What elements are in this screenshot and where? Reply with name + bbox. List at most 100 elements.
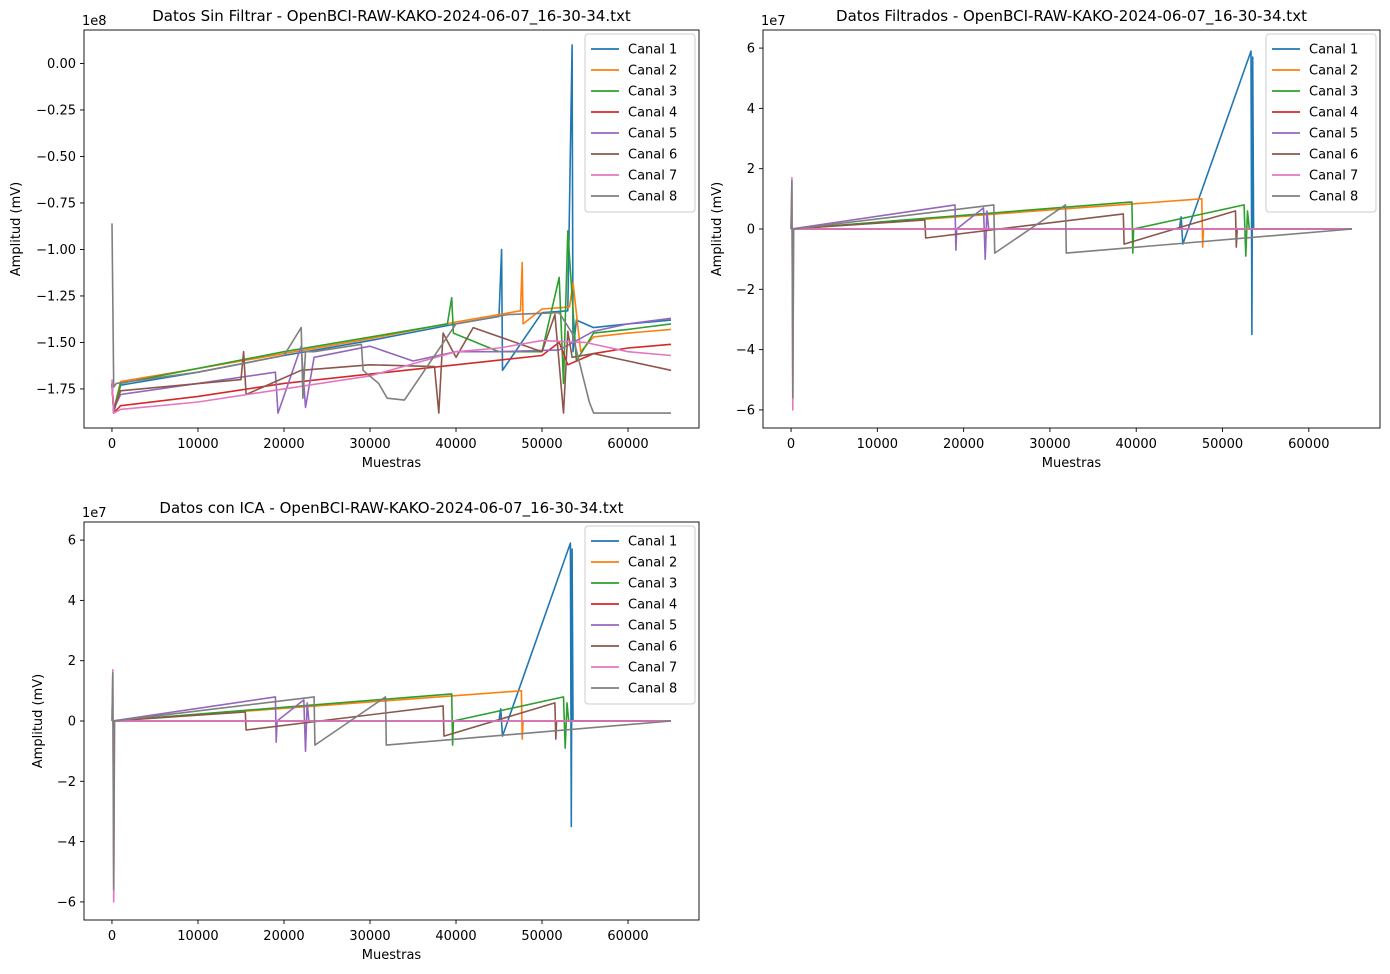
y-offset-label: 1e7 (82, 506, 107, 521)
y-axis-label: Amplitud (mV) (9, 182, 24, 276)
legend-entry-label: Canal 3 (628, 85, 677, 100)
legend-entry-label: Canal 4 (628, 106, 677, 121)
y-tick-label: 0.00 (47, 57, 76, 72)
series-line-canal-7 (790, 176, 1352, 411)
legend-entry-label: Canal 7 (628, 661, 677, 676)
x-tick-label: 50000 (1202, 437, 1243, 452)
series-line-canal-1 (112, 542, 671, 828)
x-tick-label: 0 (108, 929, 116, 944)
series-line-canal-8 (790, 180, 1353, 399)
legend-entry-label: Canal 2 (628, 64, 677, 79)
legend: Canal 1 Canal 2 Canal 3 Canal 4 Canal 5 Canal… (584, 525, 696, 705)
series-line-canal-7 (111, 339, 672, 414)
y-tick-label: −1.25 (36, 289, 76, 304)
series-line-canal-3 (111, 693, 671, 749)
legend: Canal 1 Canal 2 Canal 3 Canal 4 Canal 5 Canal… (584, 33, 696, 213)
legend-entry-label: Canal 3 (628, 577, 677, 592)
y-tick-label: 6 (747, 42, 755, 57)
x-tick-label: 10000 (177, 437, 218, 452)
legend: Canal 1 Canal 2 Canal 3 Canal 4 Canal 5 Canal… (1265, 33, 1377, 213)
series-line-canal-6 (111, 313, 672, 414)
chart-title: Datos con ICA - OpenBCI-RAW-KAKO-2024-06… (159, 499, 623, 518)
x-axis-label: Muestras (362, 948, 422, 963)
y-tick-label: 4 (747, 102, 755, 117)
series-line-canal-7 (111, 668, 671, 903)
legend-entry-label: Canal 1 (628, 535, 677, 550)
series-line-canal-6 (790, 210, 1352, 248)
x-tick-label: 10000 (177, 929, 218, 944)
y-offset-label: 1e8 (82, 14, 107, 29)
y-tick-label: 4 (68, 594, 76, 609)
legend-box (1265, 33, 1377, 213)
x-tick-label: 30000 (1029, 437, 1070, 452)
series-line-canal-6 (111, 702, 671, 740)
x-tick-label: 40000 (1116, 437, 1157, 452)
legend-entry-label: Canal 3 (1309, 85, 1358, 100)
x-tick-label: 40000 (435, 437, 476, 452)
y-tick-label: 0 (747, 223, 755, 238)
subplot-2: 0 10000 20000 30000 40000 50000 60000 −6 −4 −2 0 2 4… (710, 7, 1381, 471)
chart-title: Datos Sin Filtrar - OpenBCI-RAW-KAKO-202… (152, 7, 631, 26)
legend-entry-label: Canal 5 (628, 619, 677, 634)
y-tick-label: 2 (747, 162, 755, 177)
y-tick-label: −2 (736, 283, 755, 298)
legend-entry-label: Canal 4 (628, 598, 677, 613)
y-tick-label: −1.00 (36, 243, 76, 258)
legend-entry-label: Canal 5 (628, 127, 677, 142)
y-tick-label: −2 (57, 775, 76, 790)
series-group (111, 44, 672, 414)
legend-entry-label: Canal 8 (1309, 190, 1358, 205)
y-tick-label: 2 (68, 654, 76, 669)
x-tick-label: 20000 (943, 437, 984, 452)
x-tick-label: 60000 (607, 437, 648, 452)
y-tick-label: −1.75 (36, 382, 76, 397)
legend-entry-label: Canal 4 (1309, 106, 1358, 121)
x-tick-label: 50000 (521, 929, 562, 944)
legend-entry-label: Canal 2 (1309, 64, 1358, 79)
x-axis-label: Muestras (362, 456, 422, 471)
legend-entry-label: Canal 5 (1309, 127, 1358, 142)
y-axis-label: Amplitud (mV) (710, 182, 725, 276)
legend-entry-label: Canal 6 (1309, 148, 1358, 163)
legend-entry-label: Canal 7 (1309, 169, 1358, 184)
x-tick-label: 10000 (857, 437, 898, 452)
series-group (790, 50, 1353, 411)
y-tick-label: −4 (57, 835, 76, 850)
y-offset-label: 1e7 (761, 14, 786, 29)
series-line-canal-8 (111, 223, 671, 414)
plot-frame (83, 29, 700, 429)
series-line-canal-1 (791, 50, 1352, 336)
x-tick-label: 40000 (435, 929, 476, 944)
x-axis-label: Muestras (1042, 456, 1102, 471)
y-tick-label: −6 (736, 403, 755, 418)
x-tick-label: 0 (108, 437, 116, 452)
x-tick-label: 60000 (607, 929, 648, 944)
subplot-3: 0 10000 20000 30000 40000 50000 60000 −6 −4 −2 0 2 4… (31, 499, 700, 963)
y-tick-label: −0.75 (36, 196, 76, 211)
y-axis-label: Amplitud (mV) (31, 674, 46, 768)
legend-entry-label: Canal 8 (628, 682, 677, 697)
legend-entry-label: Canal 8 (628, 190, 677, 205)
x-tick-label: 60000 (1288, 437, 1329, 452)
legend-entry-label: Canal 1 (1309, 43, 1358, 58)
legend-entry-label: Canal 6 (628, 148, 677, 163)
y-tick-label: 6 (68, 534, 76, 549)
series-line-canal-5 (111, 696, 671, 753)
y-tick-label: −1.50 (36, 336, 76, 351)
y-tick-label: −6 (57, 895, 76, 910)
x-tick-label: 30000 (349, 437, 390, 452)
y-tick-label: −0.50 (36, 150, 76, 165)
y-tick-label: −0.25 (36, 103, 76, 118)
chart-title: Datos Filtrados - OpenBCI-RAW-KAKO-2024-… (836, 7, 1307, 26)
x-tick-label: 20000 (263, 437, 304, 452)
x-tick-label: 30000 (349, 929, 390, 944)
y-tick-label: −4 (736, 343, 755, 358)
legend-box (584, 33, 696, 213)
series-line-canal-5 (111, 317, 672, 414)
subplot-1: 0 10000 20000 30000 40000 50000 60000 −1.75 −1.5… (9, 7, 700, 471)
legend-box (584, 525, 696, 705)
series-group (111, 542, 672, 903)
legend-entry-label: Canal 2 (628, 556, 677, 571)
x-tick-label: 50000 (521, 437, 562, 452)
